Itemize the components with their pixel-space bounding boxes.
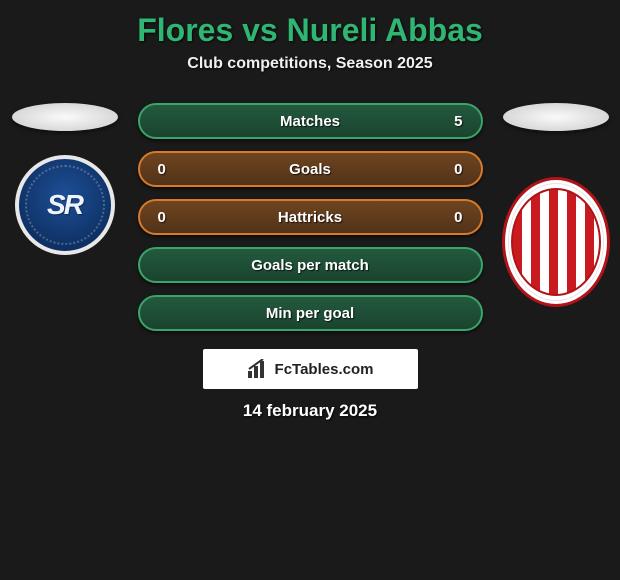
right-player-column [501, 103, 611, 307]
stat-value-right: 5 [443, 113, 463, 130]
stat-label: Goals [140, 161, 481, 178]
stat-value-left: 0 [158, 209, 178, 226]
stat-row: Matches5 [138, 103, 483, 139]
page-title: Flores vs Nureli Abbas [0, 0, 620, 55]
stat-row: 0Hattricks0 [138, 199, 483, 235]
stat-row: Goals per match [138, 247, 483, 283]
stat-label: Min per goal [140, 305, 481, 322]
right-player-headshot-placeholder [503, 103, 609, 131]
stat-label: Matches [140, 113, 481, 130]
comparison-row: SR Matches50Goals00Hattricks0Goals per m… [0, 103, 620, 331]
fctables-watermark: FcTables.com [203, 349, 418, 389]
left-club-badge: SR [15, 155, 115, 255]
stat-value-right: 0 [443, 161, 463, 178]
bar-chart-icon [247, 359, 269, 379]
stat-row: 0Goals0 [138, 151, 483, 187]
stat-value-right: 0 [443, 209, 463, 226]
page-subtitle: Club competitions, Season 2025 [0, 55, 620, 73]
stat-column: Matches50Goals00Hattricks0Goals per matc… [138, 103, 483, 331]
comparison-date: 14 february 2025 [0, 401, 620, 421]
left-player-headshot-placeholder [12, 103, 118, 131]
fctables-text: FcTables.com [275, 361, 374, 378]
stat-label: Hattricks [140, 209, 481, 226]
stat-label: Goals per match [140, 257, 481, 274]
stat-value-left: 0 [158, 161, 178, 178]
right-club-badge [502, 177, 610, 307]
left-player-column: SR [10, 103, 120, 255]
stat-row: Min per goal [138, 295, 483, 331]
